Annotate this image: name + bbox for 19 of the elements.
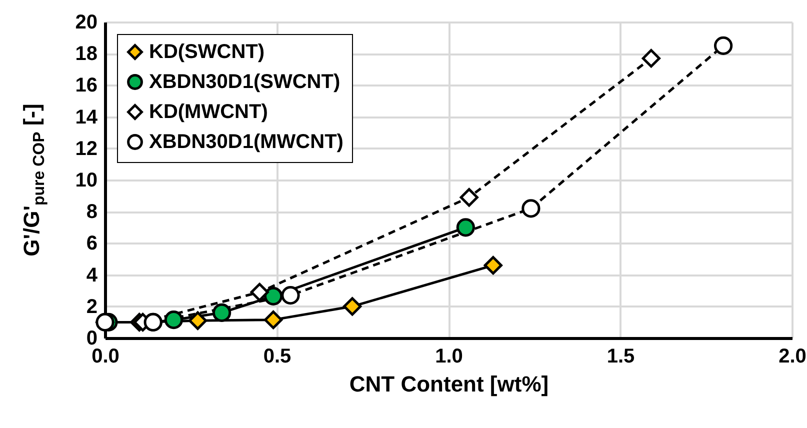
y-tick-label: 16 (75, 74, 98, 97)
y-tick-label: 4 (86, 264, 98, 286)
legend-label: KD(MWCNT) (149, 101, 268, 123)
y-tick-label: 14 (75, 106, 98, 128)
y-tick-label: 12 (75, 138, 98, 160)
x-tick-label: 1.5 (606, 346, 635, 368)
x-tick-label: 2.0 (778, 346, 806, 368)
y-tick-label: 20 (75, 12, 98, 34)
x-tick-label: 1.0 (435, 346, 463, 368)
legend-label: XBDN30D1(SWCNT) (149, 71, 340, 93)
y-tick-label: 2 (86, 296, 98, 318)
x-axis-title: CNT Content [wt%] (349, 372, 549, 396)
y-tick-label: 18 (75, 43, 98, 66)
legend-label: XBDN30D1(MWCNT) (149, 131, 344, 153)
y-tick-label: 6 (86, 232, 98, 255)
x-tick-label: 0.5 (263, 346, 292, 368)
legend-label: KD(SWCNT) (149, 41, 265, 63)
y-tick-label: 10 (75, 170, 98, 192)
y-tick-label: 8 (86, 201, 98, 224)
